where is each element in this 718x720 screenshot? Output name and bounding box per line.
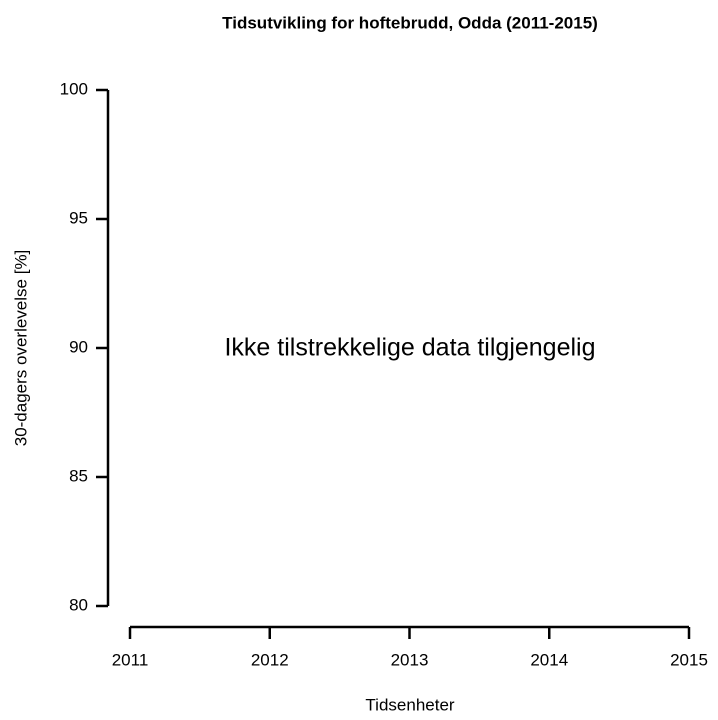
x-tick-label: 2011 bbox=[112, 650, 149, 669]
x-tick-label: 2012 bbox=[251, 650, 289, 669]
x-tick-label: 2015 bbox=[670, 650, 708, 669]
y-tick-label: 90 bbox=[69, 337, 88, 356]
x-tick-label: 2014 bbox=[530, 650, 568, 669]
x-axis-label: Tidsenheter bbox=[365, 695, 454, 714]
y-axis-label: 30-dagers overlevelse [%] bbox=[11, 250, 30, 447]
annotation: Ikke tilstrekkelige data tilgjengelig bbox=[224, 334, 595, 362]
y-tick-label: 100 bbox=[60, 79, 88, 98]
chart-title: Tidsutvikling for hoftebrudd, Odda (2011… bbox=[222, 13, 598, 32]
y-tick-label: 95 bbox=[69, 208, 88, 227]
y-tick-label: 85 bbox=[69, 466, 88, 485]
y-tick-label: 80 bbox=[69, 595, 88, 614]
x-tick-label: 2013 bbox=[391, 650, 429, 669]
